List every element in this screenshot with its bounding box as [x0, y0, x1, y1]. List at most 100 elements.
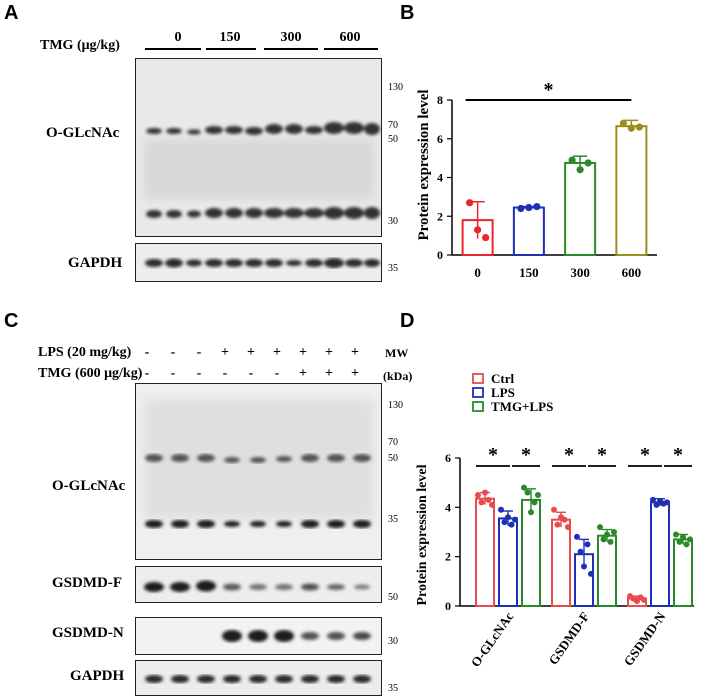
data-point [554, 521, 561, 528]
legend-label: LPS [491, 385, 515, 400]
data-point [533, 202, 541, 211]
dose-group-label: 0 [174, 30, 182, 45]
data-point [501, 519, 508, 526]
group-underline [324, 48, 378, 50]
significance-star: * [564, 444, 574, 466]
treatment-sign: + [221, 345, 229, 360]
data-point [482, 489, 488, 496]
legend-swatch [472, 401, 484, 412]
data-point [482, 233, 490, 242]
ogl-blot-c [135, 383, 382, 560]
dose-group-label: 300 [280, 30, 302, 45]
data-point [565, 524, 571, 531]
mw-marker: 35 [388, 683, 398, 694]
treatment-sign: + [351, 345, 359, 360]
row-label-ogl: O-GLcNAc [46, 125, 120, 141]
data-point [604, 531, 610, 538]
gsdmd-f-bands [144, 580, 370, 592]
y-tick-label: 6 [437, 132, 443, 146]
x-tick-label: 300 [570, 265, 590, 280]
significance-star: * [488, 444, 498, 466]
mw-marker: 35 [388, 514, 398, 525]
treatment-sign: + [299, 345, 307, 360]
bar [512, 206, 545, 256]
chart-b: Protein expression level 0 2 4 6 8 0 150 300 600… [416, 79, 657, 280]
data-point [607, 538, 614, 545]
group-underline [264, 48, 318, 50]
y-tick-label: 2 [445, 550, 451, 564]
data-point [568, 156, 576, 164]
y-tick-label: 0 [445, 599, 451, 613]
data-point [683, 541, 690, 548]
data-point [508, 521, 515, 528]
significance-star: * [544, 79, 554, 101]
x-tick-label: 150 [519, 265, 539, 280]
significance-star: * [640, 444, 650, 466]
mw-marker: 50 [388, 134, 398, 145]
row-label-gapdh: GAPDH [68, 255, 123, 271]
data-point [650, 496, 656, 503]
mw-marker: 50 [388, 592, 398, 603]
y-tick-label: 4 [437, 171, 443, 185]
treatment-sign: + [325, 366, 333, 381]
mw-marker: 70 [388, 120, 398, 131]
data-point [485, 496, 492, 503]
chart-b-plot: 0 2 4 6 8 0 150 300 600 * [437, 79, 657, 280]
legend-swatch [472, 373, 484, 384]
treatment-sign: - [196, 366, 202, 381]
treatment-sign: - [170, 366, 176, 381]
y-tick-label: 6 [445, 451, 451, 465]
significance-star: * [597, 444, 607, 466]
data-point [576, 166, 584, 174]
chart-d: Protein expression level 0 2 4 6 CtrlLPSTMG+… [415, 371, 694, 670]
gapdh-blot-c [135, 660, 382, 696]
tmg-dose-label-c: TMG (600 μg/kg) [38, 366, 143, 381]
lps-dose-label: LPS (20 mg/kg) [38, 345, 132, 360]
data-point [475, 492, 481, 498]
group-underline [145, 48, 201, 50]
bar [597, 534, 617, 607]
mw-marker: 30 [388, 216, 398, 227]
y-tick-label: 8 [437, 93, 443, 107]
dose-group-label: 150 [219, 30, 241, 45]
treatment-sign: + [247, 345, 255, 360]
treatment-sign: + [273, 345, 281, 360]
data-point [581, 563, 587, 570]
significance-star: * [673, 444, 683, 466]
data-point [525, 203, 533, 212]
ogl-blot-c-bands [144, 399, 374, 528]
data-point [535, 492, 541, 498]
bar [551, 518, 571, 608]
treatment-sign: - [170, 345, 176, 360]
kda-label: (kDa) [383, 369, 413, 383]
data-point [498, 506, 504, 513]
treatment-sign: - [248, 366, 254, 381]
data-point [627, 124, 635, 132]
row-label-gsdmd-f: GSDMD-F [52, 575, 122, 591]
gapdh-blot-a-bands [145, 258, 380, 268]
gapdh-blot-a [135, 243, 382, 282]
row-label-ogl-c: O-GLcNAc [52, 478, 126, 494]
data-point [680, 533, 686, 540]
treatment-sign: - [144, 345, 150, 360]
data-point [528, 509, 534, 516]
data-point [619, 119, 627, 127]
data-point [584, 159, 592, 167]
data-point [641, 596, 647, 603]
treatment-sign: - [144, 366, 150, 381]
ogl-blot-a-bands [144, 122, 380, 219]
y-tick-label: 4 [445, 500, 451, 514]
bar [650, 501, 670, 607]
significance-star: * [521, 444, 531, 466]
data-point [600, 536, 607, 543]
data-point [551, 506, 557, 513]
treatment-sign: + [351, 366, 359, 381]
treatment-sign: - [274, 366, 280, 381]
x-tick-label: GSDMD-F [545, 609, 592, 667]
gsdmd-f-blot [135, 566, 382, 603]
data-point [611, 529, 617, 535]
data-point [531, 499, 538, 506]
mw-marker: 130 [388, 400, 403, 411]
y-tick-label: 2 [437, 209, 443, 223]
data-point [664, 499, 670, 506]
